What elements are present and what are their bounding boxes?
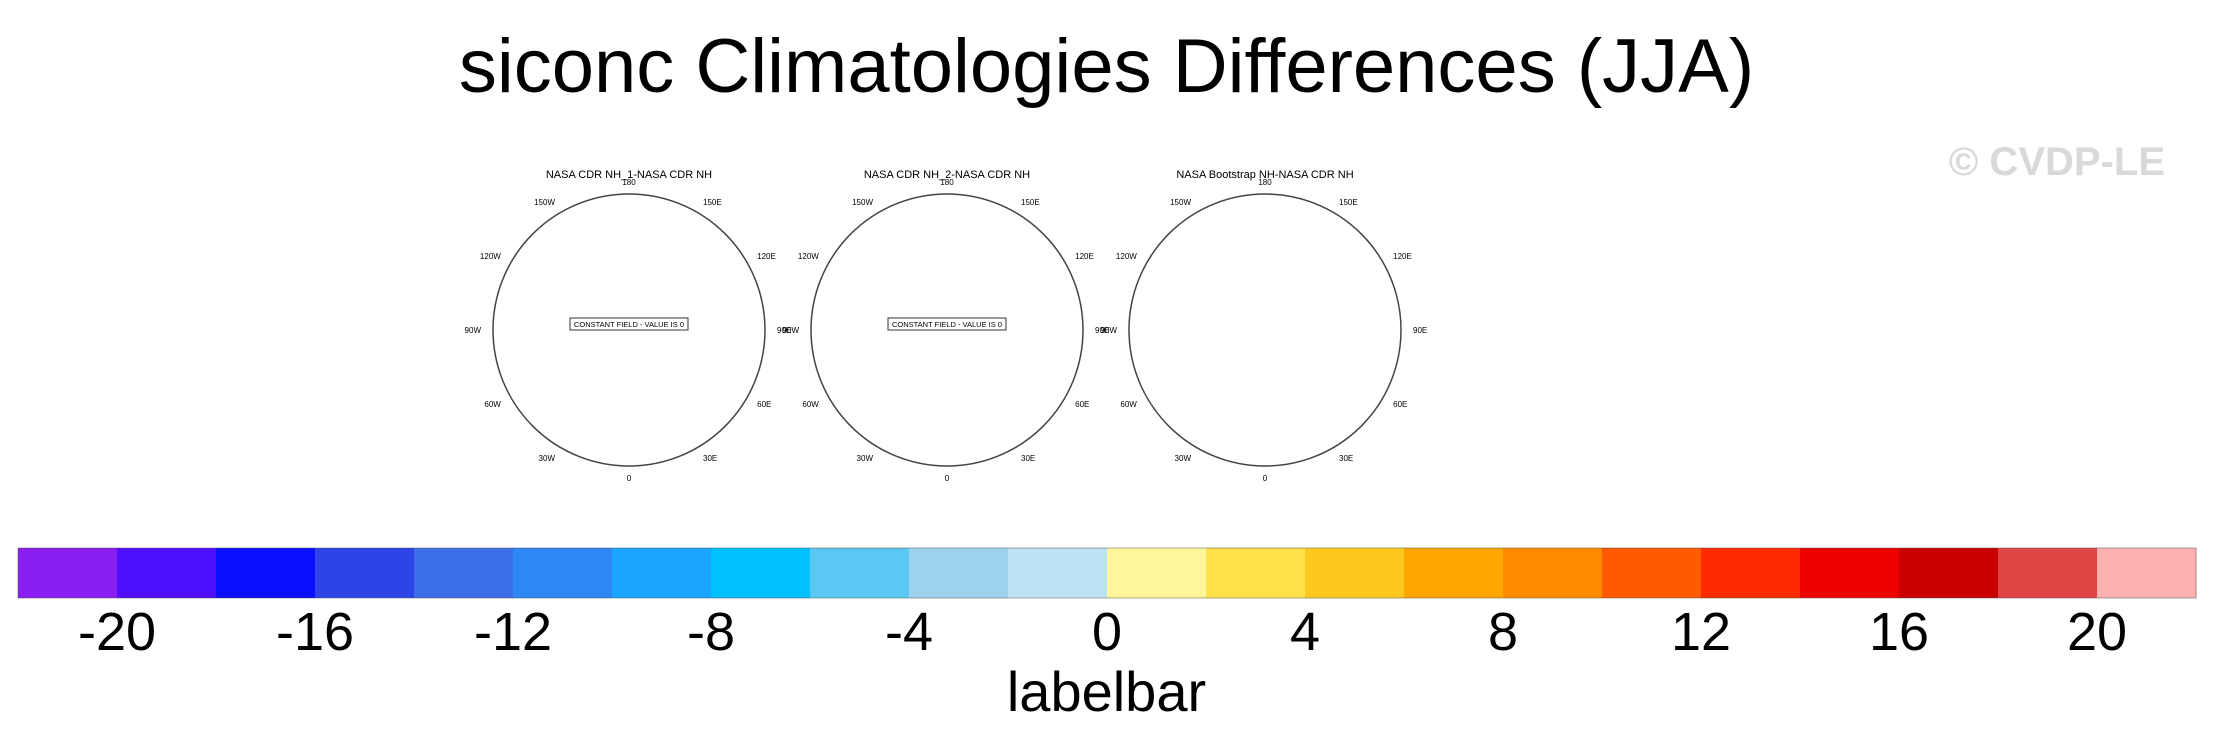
labelbar-swatch	[1404, 548, 1504, 598]
longitude-label: 0	[627, 474, 632, 483]
labelbar-swatch	[216, 548, 316, 598]
labelbar-swatch	[1701, 548, 1801, 598]
labelbar-swatch	[117, 548, 217, 598]
labelbar-tick-label: -8	[687, 602, 735, 660]
longitude-label: 30E	[1021, 454, 1035, 463]
longitude-label: 60E	[1393, 400, 1407, 409]
longitude-label: 90W	[465, 326, 482, 335]
panel-title: NASA CDR NH_2-NASA CDR NH	[864, 169, 1030, 181]
longitude-label: 60W	[802, 400, 819, 409]
labelbar-frame	[17, 547, 2197, 599]
labelbar-tick-label: 20	[2067, 602, 2127, 660]
labelbar-tick-label: 0	[1092, 602, 1122, 660]
labelbar-swatch	[2097, 548, 2197, 598]
labelbar-tick-label: -12	[474, 602, 552, 660]
panel-title: NASA CDR NH_1-NASA CDR NH	[546, 169, 712, 181]
constant-field-note: CONSTANT FIELD - VALUE IS 0	[892, 320, 1002, 329]
longitude-label: 120W	[480, 252, 501, 261]
labelbar-tick-label: -4	[885, 602, 933, 660]
longitude-label: 30W	[857, 454, 874, 463]
polar-maps: NASA CDR NH_1-NASA CDR NH180150E120E90E6…	[465, 169, 1428, 483]
ocean-disc	[1129, 194, 1401, 466]
map-border	[810, 193, 1084, 467]
labelbar-swatch	[1998, 548, 2098, 598]
longitude-label: 30E	[703, 454, 717, 463]
labelbar-swatch	[810, 548, 910, 598]
panel-title: NASA Bootstrap NH-NASA CDR NH	[1176, 169, 1353, 181]
longitude-label: 150E	[1021, 198, 1040, 207]
longitude-label: 150W	[852, 198, 873, 207]
map-border	[492, 193, 766, 467]
cvdp-watermark: © CVDP-LE	[1948, 140, 2165, 184]
longitude-label: 0	[945, 474, 950, 483]
longitude-label: 180	[940, 178, 954, 187]
longitude-label: 150W	[1170, 198, 1191, 207]
constant-field-box	[887, 317, 1007, 331]
labelbar-tick-label: 4	[1290, 602, 1320, 660]
longitude-label: 150W	[534, 198, 555, 207]
labelbar-swatch	[315, 548, 415, 598]
labelbar-swatch	[1899, 548, 1999, 598]
labelbar-swatch	[414, 548, 514, 598]
labelbar-tick-label: 8	[1488, 602, 1518, 660]
longitude-label: 90E	[1413, 326, 1427, 335]
longitude-label: 180	[622, 178, 636, 187]
longitude-label: 120E	[757, 252, 776, 261]
labelbar-swatch	[513, 548, 613, 598]
labelbar-swatch	[1107, 548, 1207, 598]
labelbar-swatch	[612, 548, 712, 598]
labelbar-tick-label: -16	[276, 602, 354, 660]
longitude-label: 150E	[1339, 198, 1358, 207]
labelbar-swatch	[1800, 548, 1900, 598]
map-border	[1128, 193, 1402, 467]
longitude-label: 150E	[703, 198, 722, 207]
longitude-label: 90E	[777, 326, 791, 335]
longitude-label: 90E	[1095, 326, 1109, 335]
labelbar-swatch	[1305, 548, 1405, 598]
longitude-label: 30W	[539, 454, 556, 463]
constant-field-box	[569, 317, 689, 331]
longitude-label: 180	[1258, 178, 1272, 187]
labelbar-swatch	[711, 548, 811, 598]
longitude-label: 90W	[783, 326, 800, 335]
labelbar-swatch	[909, 548, 1009, 598]
longitude-label: 60W	[1120, 400, 1137, 409]
labelbar-swatch	[1206, 548, 1306, 598]
longitude-label: 120W	[798, 252, 819, 261]
labelbar-swatch	[1602, 548, 1702, 598]
longitude-label: 120W	[1116, 252, 1137, 261]
labelbar-swatch	[1008, 548, 1108, 598]
labelbar-swatch	[1503, 548, 1603, 598]
labelbar-swatch	[18, 548, 118, 598]
longitude-label: 60W	[484, 400, 501, 409]
figure-title: siconc Climatologies Differences (JJA)	[458, 24, 1755, 109]
longitude-label: 30W	[1175, 454, 1192, 463]
labelbar: -20 -16 -12 -8 -4 0 4 8 12 16 20	[17, 547, 2197, 660]
constant-field-note: CONSTANT FIELD - VALUE IS 0	[574, 320, 684, 329]
longitude-label: 30E	[1339, 454, 1353, 463]
labelbar-tick-label: 12	[1671, 602, 1731, 660]
labelbar-tick-label: -20	[78, 602, 156, 660]
longitude-label: 60E	[757, 400, 771, 409]
labelbar-title: labelbar	[1006, 660, 1207, 723]
longitude-label: 0	[1263, 474, 1268, 483]
longitude-label: 120E	[1393, 252, 1412, 261]
labelbar-tick-label: 16	[1869, 602, 1929, 660]
longitude-label: 120E	[1075, 252, 1094, 261]
longitude-label: 60E	[1075, 400, 1089, 409]
longitude-label: 90W	[1101, 326, 1118, 335]
